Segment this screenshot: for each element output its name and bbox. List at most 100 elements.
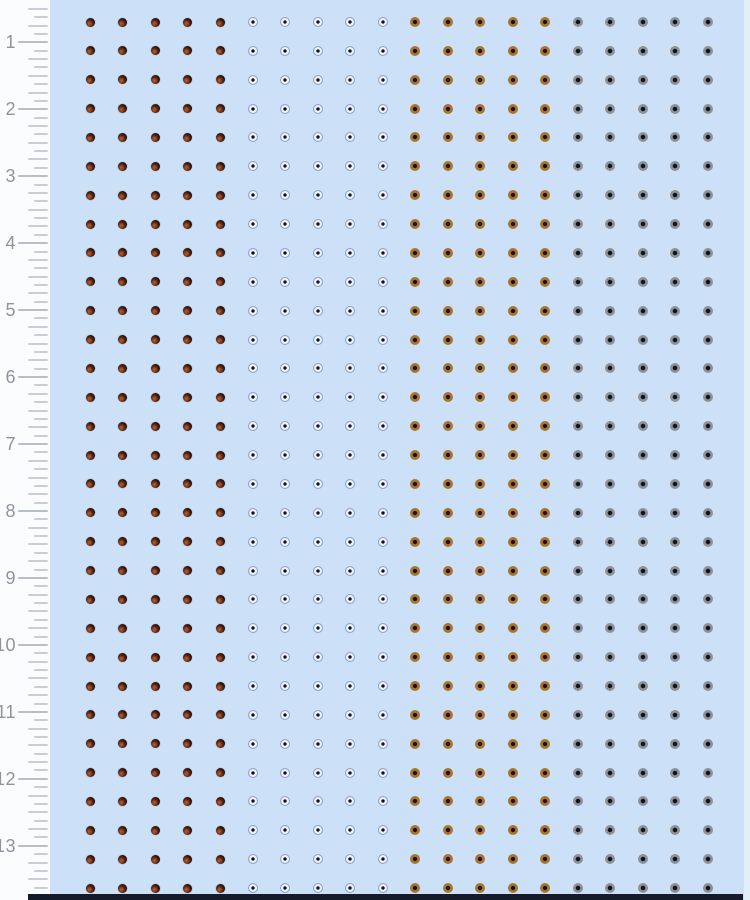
eye-dot-brown — [150, 710, 160, 720]
ruler-tick — [34, 116, 48, 119]
eye-dot-gray — [572, 219, 583, 230]
eye-dot-gray — [702, 507, 713, 518]
eye-dot-gray — [637, 103, 648, 114]
eye-dot-blue — [280, 276, 290, 287]
eye-dot-gray — [702, 190, 713, 201]
eye-dot-blue — [280, 74, 290, 85]
eye-dot-blue — [345, 190, 355, 201]
eye-dot-gray — [637, 478, 648, 489]
eye-dot-amber — [442, 219, 453, 230]
eye-dot-gray — [572, 103, 583, 114]
eye-dot-brown — [118, 681, 127, 691]
eye-dot-brown — [215, 594, 225, 604]
eye-dot-amber — [410, 45, 420, 56]
eye-dot-brown — [183, 479, 192, 489]
eye-dot-gray — [605, 45, 615, 56]
eye-dot-blue — [345, 363, 355, 374]
eye-dot-brown — [118, 739, 127, 749]
eye-dot-amber — [410, 450, 420, 461]
eye-dot-gray — [637, 161, 648, 172]
eye-dot-blue — [312, 507, 323, 518]
ruler-tick — [28, 392, 48, 395]
eye-dot-amber — [442, 161, 453, 172]
eye-dot-brown — [118, 190, 127, 200]
eye-dot-gray — [637, 709, 648, 720]
eye-dot-blue — [280, 363, 290, 374]
ruler-number: 7 — [5, 434, 16, 455]
eye-dot-blue — [247, 334, 258, 345]
eye-dot-brown — [85, 104, 95, 114]
eye-dot-amber — [507, 363, 518, 374]
eye-dot-amber — [442, 17, 453, 27]
eye-dot-gray — [637, 190, 648, 201]
eye-dot-gray — [702, 883, 713, 894]
eye-dot-amber — [475, 363, 485, 374]
eye-dot-blue — [345, 507, 355, 518]
eye-dot-gray — [702, 74, 713, 85]
eye-dot-blue — [312, 103, 323, 114]
eye-dot-gray — [572, 161, 583, 172]
eye-dot-blue — [312, 45, 323, 56]
ruler-tick — [28, 828, 48, 831]
eye-dot-brown — [150, 421, 160, 431]
ruler-number: 10 — [0, 634, 16, 655]
eye-dot-gray — [702, 17, 713, 27]
eye-dot-amber — [410, 738, 420, 749]
eye-dot-blue — [247, 421, 258, 432]
eye-dot-brown — [118, 46, 127, 56]
eye-dot-amber — [540, 652, 550, 663]
ruler-tick — [34, 702, 48, 705]
eye-dot-gray — [670, 709, 680, 720]
eye-dot-brown — [85, 450, 95, 460]
eye-dot-blue — [312, 681, 323, 691]
eye-dot-blue — [377, 767, 388, 778]
eye-dot-amber — [540, 190, 550, 201]
ruler-tick — [34, 551, 48, 554]
eye-dot-blue — [280, 305, 290, 316]
ruler-tick — [34, 49, 48, 52]
eye-dot-amber — [540, 767, 550, 778]
eye-dot-brown — [150, 883, 160, 893]
eye-dot-brown — [85, 883, 95, 893]
eye-dot-brown — [183, 883, 192, 893]
ruler-tick — [18, 710, 48, 713]
eye-dot-blue — [280, 623, 290, 634]
eye-dot-amber — [475, 247, 485, 258]
ruler-tick — [34, 16, 48, 19]
eye-dot-blue — [312, 161, 323, 172]
eye-dot-gray — [670, 536, 680, 547]
eye-dot-amber — [507, 478, 518, 489]
eye-dot-gray — [572, 276, 583, 287]
eye-dot-blue — [247, 132, 258, 143]
eye-dot-gray — [572, 190, 583, 201]
eye-dot-amber — [442, 305, 453, 316]
eye-dot-brown — [150, 739, 160, 749]
eye-dot-brown — [118, 768, 127, 778]
ruler-tick — [34, 685, 48, 688]
eye-dot-blue — [247, 796, 258, 807]
ruler-number: 8 — [5, 501, 16, 521]
ruler-tick — [18, 309, 48, 312]
eye-dot-blue — [280, 825, 290, 836]
eye-dot-brown — [118, 17, 127, 27]
eye-dot-gray — [702, 276, 713, 287]
eye-dot-blue — [280, 796, 290, 807]
eye-dot-brown — [215, 710, 225, 720]
eye-dot-blue — [377, 392, 388, 403]
eye-dot-brown — [215, 161, 225, 171]
eye-dot-amber — [410, 767, 420, 778]
eye-dot-amber — [507, 421, 518, 432]
eye-dot-blue — [312, 623, 323, 634]
eye-dot-amber — [475, 421, 485, 432]
ruler-tick — [34, 652, 48, 655]
eye-dot-blue — [377, 536, 388, 547]
eye-dot-amber — [442, 623, 453, 634]
eye-dot-amber — [475, 883, 485, 894]
eye-dot-amber — [507, 825, 518, 836]
eye-dot-brown — [150, 335, 160, 345]
eye-dot-gray — [605, 17, 615, 27]
eye-dot-blue — [345, 565, 355, 576]
eye-dot-gray — [637, 796, 648, 807]
eye-dot-gray — [605, 450, 615, 461]
eye-dot-gray — [637, 45, 648, 56]
